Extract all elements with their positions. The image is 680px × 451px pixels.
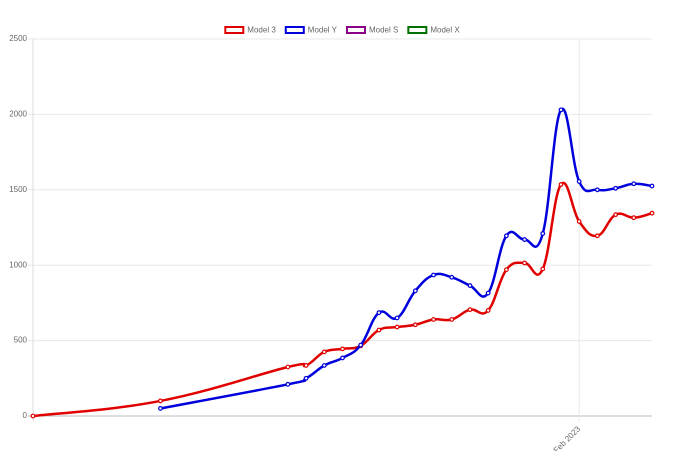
legend-label: Model 3: [247, 26, 276, 35]
legend-swatch: [284, 26, 305, 34]
point: [340, 346, 345, 352]
point: [540, 231, 546, 236]
point: [376, 327, 382, 333]
point: [631, 181, 637, 187]
point: [594, 187, 600, 193]
legend-label: Model Y: [308, 26, 338, 35]
point: [613, 185, 618, 191]
y-tick-label: 1500: [9, 185, 27, 194]
point: [449, 317, 455, 322]
point: [649, 210, 655, 216]
point: [285, 364, 291, 370]
point: [412, 322, 418, 328]
point: [303, 363, 309, 368]
legend-label: Model S: [369, 26, 398, 35]
line: [32, 181, 653, 418]
point: [467, 307, 473, 313]
point: [540, 266, 546, 272]
point: [485, 290, 491, 296]
point: [158, 406, 163, 411]
point: [594, 233, 600, 239]
y-tick-label: 2500: [9, 34, 27, 43]
y-tick-label: 1000: [9, 260, 27, 269]
point: [285, 381, 291, 387]
point: [158, 398, 163, 404]
point: [303, 375, 309, 381]
point: [649, 183, 655, 189]
point: [613, 212, 618, 218]
point: [358, 342, 364, 348]
point: [449, 274, 455, 280]
point: [321, 349, 327, 355]
legend-label: Model X: [430, 26, 460, 35]
point: [485, 308, 491, 313]
point: [576, 219, 582, 224]
point: [30, 413, 36, 419]
point: [522, 260, 527, 266]
y-tick-label: 0: [23, 411, 28, 420]
y-tick-label: 500: [14, 336, 28, 345]
point: [431, 317, 436, 322]
legend-swatch: [345, 26, 366, 34]
point: [321, 363, 327, 368]
point: [558, 107, 564, 113]
point: [376, 310, 382, 316]
point: [431, 272, 436, 278]
point: [503, 233, 509, 239]
point: [503, 267, 509, 273]
point: [340, 355, 345, 361]
point: [412, 288, 418, 294]
point: [394, 315, 400, 321]
point: [558, 182, 564, 187]
x-tick-label: Feb 2023: [552, 424, 583, 451]
y-tick-label: 2000: [9, 110, 27, 119]
line: [160, 107, 653, 410]
point: [631, 215, 637, 221]
legend: Model 3 Model Y Model S Model X: [224, 26, 460, 35]
legend-swatch: [224, 26, 245, 34]
point: [467, 283, 473, 288]
point: [576, 179, 582, 184]
legend-swatch: [407, 26, 428, 34]
point: [394, 324, 400, 330]
point: [522, 237, 527, 242]
